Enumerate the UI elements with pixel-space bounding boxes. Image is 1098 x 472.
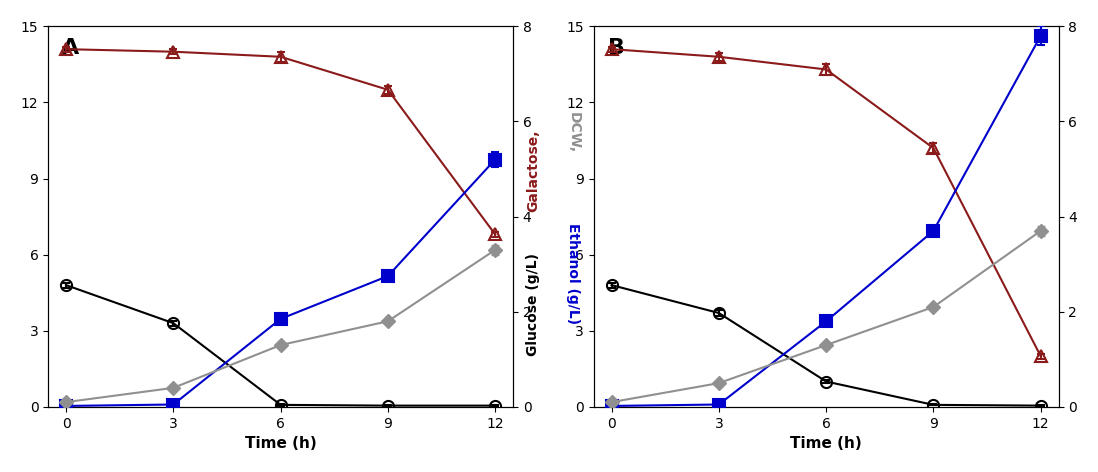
Text: DCW,: DCW, [567, 112, 581, 153]
Text: B: B [607, 38, 625, 58]
Text: Ethanol (g/L): Ethanol (g/L) [567, 223, 581, 324]
Text: Galactose,: Galactose, [526, 130, 540, 212]
X-axis label: Time (h): Time (h) [791, 436, 862, 451]
Text: A: A [63, 38, 79, 58]
X-axis label: Time (h): Time (h) [245, 436, 316, 451]
Text: Glucose (g/L): Glucose (g/L) [526, 253, 540, 355]
